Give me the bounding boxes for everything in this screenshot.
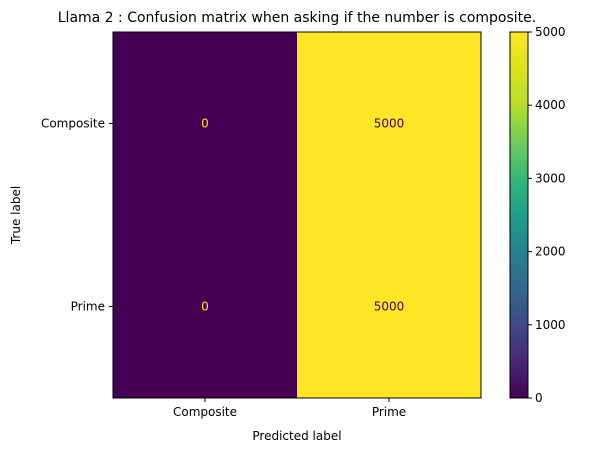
colorbar-tick-label: 0 <box>535 391 543 405</box>
colorbar-tick-label: 4000 <box>535 98 566 112</box>
colorbar-tick-label: 5000 <box>535 25 566 39</box>
x-axis-ticks: Composite Prime <box>173 398 406 419</box>
cell-value-label: 5000 <box>374 300 405 314</box>
matrix-cells <box>113 32 482 399</box>
cell-value-label: 0 <box>201 300 209 314</box>
chart-title: Llama 2 : Confusion matrix when asking i… <box>58 10 536 26</box>
matrix-cell <box>297 215 482 399</box>
colorbar-tick-label: 2000 <box>535 245 566 259</box>
x-axis-label: Predicted label <box>252 429 341 443</box>
colorbar-tick-label: 3000 <box>535 171 566 185</box>
colorbar-ticks: 0 1000 2000 3000 4000 5000 <box>528 25 566 405</box>
colorbar <box>509 31 529 399</box>
matrix-frame <box>112 31 482 399</box>
cell-value-label: 5000 <box>374 117 405 131</box>
y-tick-label: Prime <box>71 300 105 314</box>
matrix-cell <box>297 32 482 216</box>
y-axis-ticks: Composite Prime <box>41 117 113 314</box>
x-tick-label: Composite <box>173 405 237 419</box>
y-axis-label: True label <box>9 186 23 245</box>
matrix-cell <box>113 32 298 216</box>
x-tick-label: Prime <box>372 405 406 419</box>
colorbar-tick-label: 1000 <box>535 318 566 332</box>
matrix-cell-labels: 0 5000 0 5000 <box>201 117 404 314</box>
matrix-cell <box>113 215 298 399</box>
y-tick-label: Composite <box>41 117 105 131</box>
cell-value-label: 0 <box>201 117 209 131</box>
